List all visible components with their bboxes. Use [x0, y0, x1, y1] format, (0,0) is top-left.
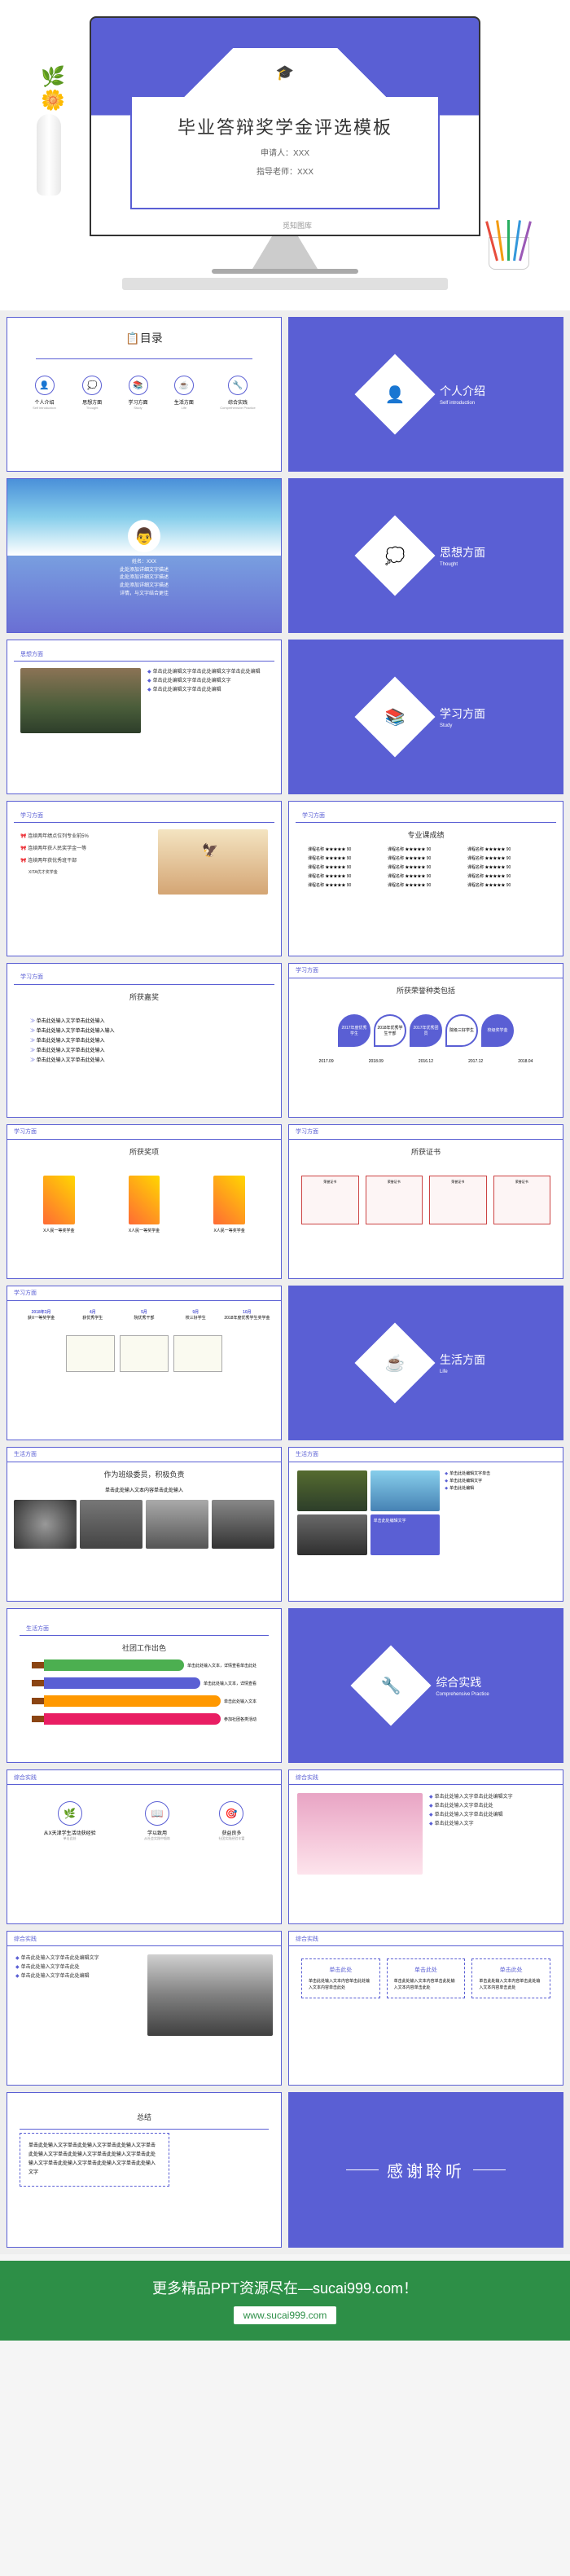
slide-section-study: 📚 学习方面Study — [288, 640, 563, 794]
hero-section: 🌿🌼 🎓 毕业答辩奖学金评选模板 申请人：XXX 指导老师：XXX 觅知图库 — [0, 0, 570, 310]
mini-cert — [66, 1335, 115, 1372]
road-photo — [14, 1500, 77, 1549]
slide-three-cols: 综合实践 单击此处单击此处输入文本内容单击此处输入文本内容单击此处 单击此处单击… — [288, 1931, 563, 2086]
slide-section-thought: 💭 思想方面Thought — [288, 478, 563, 633]
cert-image: 荣誉证书 — [429, 1176, 487, 1224]
road-photo — [146, 1500, 208, 1549]
award-image — [43, 1176, 74, 1224]
book-icon: 📚 — [385, 707, 406, 728]
cert-image: 荣誉证书 — [301, 1176, 359, 1224]
tools-icon: 🔧 — [381, 1676, 401, 1696]
mini-cert — [173, 1335, 222, 1372]
slide-class-work: 生活方面 作为班级委员，积极负责 单击此处输入文本内容单击此处输入 — [7, 1447, 282, 1602]
slide-thanks: 感谢聆听 — [288, 2092, 563, 2247]
thanks-text: 感谢聆听 — [387, 2158, 465, 2182]
slide-thought-content: 思想方面 ◆单击此处编辑文字单击此处编辑文字单击此处编辑 ◆单击此处编辑文字单击… — [7, 640, 282, 794]
slide-certs: 学习方面 所获证书 荣誉证书 荣誉证书 荣誉证书 荣誉证书 — [288, 1124, 563, 1279]
toc-item: 👤个人介绍Self introduction — [33, 376, 56, 410]
toc-item: 🔧综合实践Comprehensive Practice — [220, 376, 256, 410]
cert-image: 荣誉证书 — [366, 1176, 423, 1224]
promo-footer: 更多精品PPT资源尽在—sucai999.com！ www.sucai999.c… — [0, 2261, 570, 2341]
scores-title: 专业课成绩 — [296, 829, 556, 840]
fog-image — [147, 1954, 273, 2036]
slide-life-photos: 生活方面 单击此处编辑文字 ◆单击此处编辑文字单击 ◆单击此处编辑文字 ◆单击此… — [288, 1447, 563, 1602]
award-image — [213, 1176, 244, 1224]
activity-photo — [370, 1470, 441, 1511]
bird-image — [158, 829, 268, 895]
graduation-cap-icon: 🎓 — [269, 56, 301, 89]
avatar: 👨 — [128, 520, 160, 552]
slide-toc: 📋目录 👤个人介绍Self introduction 💭思想方面Thought … — [7, 317, 282, 472]
slide-honors: 学习方面 所获嘉奖 单击此处输入文字单击此处输入 单击此处输入文字单击此处输入输… — [7, 963, 282, 1118]
monitor-mockup: 🎓 毕业答辩奖学金评选模板 申请人：XXX 指导老师：XXX 觅知图库 — [90, 16, 480, 274]
scores-table: 课程名称 ★★★★★ 90课程名称 ★★★★★ 90课程名称 ★★★★★ 90 … — [296, 846, 556, 888]
slide-summary: 总结 单击此处输入文字单击此处输入文字单击此处输入文字单击此处输入文字单击此处输… — [7, 2092, 282, 2247]
footer-title: 更多精品PPT资源尽在—sucai999.com！ — [16, 2277, 554, 2298]
activity-photo — [297, 1470, 367, 1511]
mini-cert — [120, 1335, 169, 1372]
slide-club-work: 生活方面 社团工作出色 单击此处输入文本，详情查看单击此处 单击此处输入文本，详… — [7, 1608, 282, 1763]
slide-scores: 学习方面 专业课成绩 课程名称 ★★★★★ 90课程名称 ★★★★★ 90课程名… — [288, 801, 563, 956]
section-title: 个人介绍 — [440, 383, 485, 399]
slide-practice-icons: 综合实践 🌿从X天津学生活动获经验单击此处 📖学以致用从社会实践中锻炼 🎯获益良… — [7, 1769, 282, 1924]
sunset-image — [297, 1793, 423, 1875]
toc-item: ☕生活方面Life — [174, 376, 194, 410]
keyboard-decoration — [122, 278, 448, 290]
person-icon: 👤 — [385, 385, 406, 405]
content-image — [20, 668, 141, 733]
teacher-label: 指导老师：XXX — [132, 165, 438, 177]
toc-item: 📚学习方面Study — [129, 376, 148, 410]
slide-profile: 👨 姓名：XXX 此处添加详细文字描述 此处添加详细文字描述 此处添加详细文字描… — [7, 478, 282, 633]
thought-icon: 💭 — [385, 546, 406, 566]
activity-photo — [297, 1514, 367, 1555]
toc-title: 📋目录 — [20, 330, 269, 346]
vase-decoration: 🌿🌼 — [24, 65, 73, 212]
text-block: 单击此处编辑文字 — [370, 1514, 441, 1555]
slide-section-intro: 👤 个人介绍Self introduction — [288, 317, 563, 472]
watermark: 觅知图库 — [103, 220, 491, 231]
award-image — [129, 1176, 160, 1224]
slide-milestones: 学习方面 2018年3月获X一等奖学金 4月获优秀学生 5月院优秀干部 9月校三… — [7, 1286, 282, 1440]
pencils-decoration — [489, 237, 537, 286]
applicant-label: 申请人：XXX — [132, 146, 438, 158]
slide-honor-bubbles: 学习方面 所获荣誉种类包括 2017年度优秀学生 2018年优秀学生干部 201… — [288, 963, 563, 1118]
profile-name: 姓名：XXX — [24, 559, 265, 567]
slide-awards: 学习方面 所获奖项 X人民一等奖学金 X人民一等奖学金 X人民一等奖学金 — [7, 1124, 282, 1279]
slide-grid: 📋目录 👤个人介绍Self introduction 💭思想方面Thought … — [0, 310, 570, 2254]
cert-image: 荣誉证书 — [493, 1176, 551, 1224]
coffee-icon: ☕ — [385, 1352, 406, 1373]
slide-section-life: ☕ 生活方面Life — [288, 1286, 563, 1440]
slide-study-points: 学习方面 🎀 连续两年绩点位列专业前5% 🎀 连续两年获人民奖学金一等 🎀 连续… — [7, 801, 282, 956]
toc-item: 💭思想方面Thought — [82, 376, 102, 410]
slide-practice-image: 综合实践 ◆单击此处输入文字单击此处编辑文字 ◆单击此处输入文字单击此处 ◆单击… — [288, 1769, 563, 1924]
footer-link[interactable]: www.sucai999.com — [234, 2306, 337, 2324]
road-photo — [80, 1500, 142, 1549]
road-photo — [212, 1500, 274, 1549]
slide-fog: 综合实践 ◆单击此处输入文字单击此处编辑文字 ◆单击此处输入文字单击此处 ◆单击… — [7, 1931, 282, 2086]
hero-title: 毕业答辩奖学金评选模板 — [132, 113, 438, 139]
slide-section-practice: 🔧 综合实践Comprehensive Practice — [288, 1608, 563, 1763]
